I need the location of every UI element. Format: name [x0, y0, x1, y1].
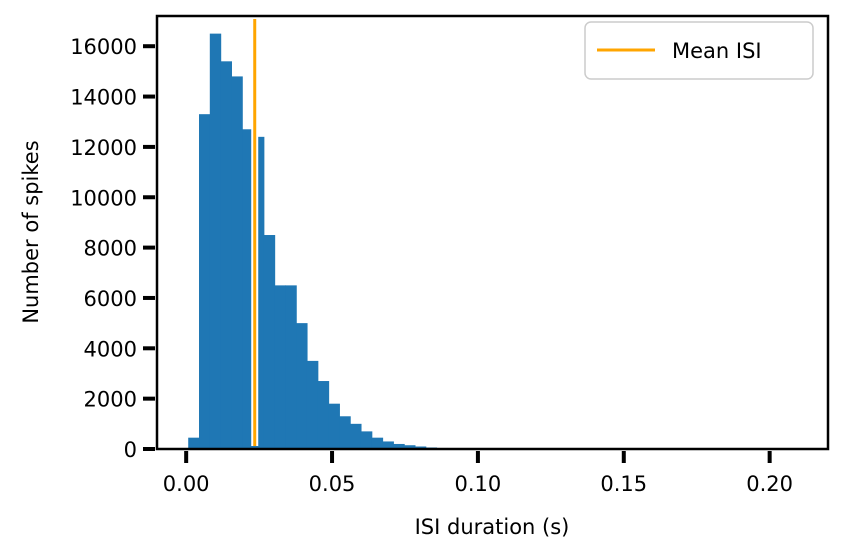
legend-box [584, 21, 814, 80]
y-tick-label: 6000 [84, 287, 137, 311]
y-tick-label: 0 [124, 438, 137, 462]
x-tick-label: 0.10 [455, 472, 502, 496]
y-tick-label: 14000 [70, 86, 137, 110]
histogram-bar [274, 285, 286, 449]
y-axis: 0 2000 4000 6000 8000 10000 12000 14000 16000 [70, 35, 155, 462]
histogram-bar [339, 416, 351, 449]
histogram-bar [306, 360, 319, 449]
x-axis-label: ISI duration (s) [415, 515, 570, 539]
histogram-bar [231, 76, 243, 449]
histogram-bar [209, 33, 222, 449]
x-axis: 0.00 0.05 0.10 0.15 0.20 [163, 451, 793, 496]
y-tick-label: 16000 [70, 35, 137, 59]
histogram-bar [404, 445, 416, 449]
x-tick-label: 0.15 [600, 472, 647, 496]
x-tick-label: 0.00 [163, 472, 210, 496]
plot-frame [155, 14, 830, 451]
histogram-bar [296, 323, 308, 449]
x-tick-label: 0.20 [746, 472, 793, 496]
legend: Mean ISI [584, 21, 814, 80]
y-tick-label: 4000 [84, 337, 137, 361]
histogram-bar [263, 235, 276, 449]
histogram-bar [199, 114, 211, 449]
legend-mean-isi-label: Mean ISI [672, 39, 762, 63]
histogram-bar [242, 129, 254, 449]
x-tick-label: 0.05 [309, 472, 356, 496]
histogram-bar [220, 61, 232, 449]
histogram-bar [371, 437, 384, 449]
plot-frame-border [155, 14, 830, 451]
y-tick-label: 12000 [70, 136, 137, 160]
histogram-bar [285, 285, 297, 449]
histogram-bar [188, 437, 200, 449]
y-axis-label: Number of spikes [19, 140, 43, 323]
histogram-bar [360, 431, 373, 449]
histogram-bar [328, 403, 340, 449]
histogram-bar [414, 446, 427, 449]
histogram-bars [188, 33, 448, 449]
y-tick-label: 2000 [84, 388, 137, 412]
histogram-bar [350, 423, 362, 449]
y-tick-label: 10000 [70, 186, 137, 210]
histogram-bar [252, 136, 265, 449]
y-tick-label: 8000 [84, 237, 137, 261]
histogram-bar [317, 381, 330, 449]
histogram-bar [382, 441, 394, 449]
histogram-bar [393, 443, 405, 449]
